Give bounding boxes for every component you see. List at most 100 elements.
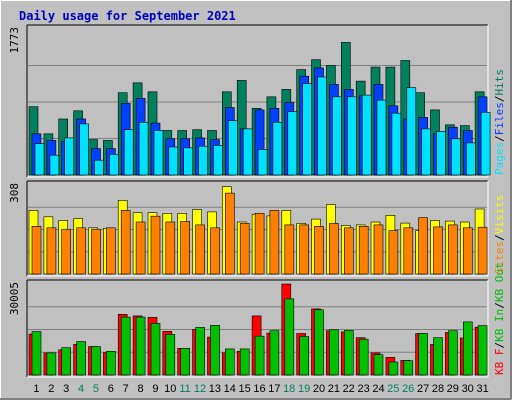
bar-sites-day-6	[106, 227, 116, 275]
day-label: 23	[357, 383, 369, 395]
bar-pages-day-11	[183, 147, 193, 176]
bar-kbin-day-29	[448, 330, 458, 376]
bar-sites-day-25	[388, 230, 399, 275]
legend-entry-kbin: KB In	[493, 309, 506, 342]
bar-sites-day-2	[46, 227, 57, 275]
bar-pages-day-30	[465, 142, 476, 176]
bar-kbin-day-3	[61, 347, 72, 376]
y-max-label: 1773	[8, 27, 21, 54]
bar-kbin-day-12	[195, 327, 205, 376]
bar-pages-day-31	[480, 112, 491, 176]
bar-pages-day-8	[138, 122, 149, 176]
bar-pages-day-1	[34, 143, 45, 176]
bar-pages-day-25	[391, 112, 402, 176]
bar-sites-day-19	[299, 224, 310, 275]
bar-kbin-day-31	[477, 325, 488, 376]
legend-entry-pages: Pages	[493, 142, 506, 175]
day-label: 26	[402, 383, 414, 395]
bar-pages-day-4	[79, 123, 89, 176]
bar-sites-day-20	[314, 226, 324, 275]
legend-entry-visits: Visits	[493, 195, 506, 235]
bar-kbin-day-27	[418, 333, 428, 376]
bar-kbin-day-13	[210, 324, 220, 376]
bar-sites-day-21	[329, 223, 339, 275]
legend-entry-sites: Sites	[493, 241, 506, 274]
bar-pages-day-29	[451, 138, 461, 176]
day-label: 16	[253, 383, 265, 395]
bar-sites-day-5	[91, 228, 101, 275]
bar-pages-day-20	[317, 76, 327, 176]
legend-entry-sep1: /	[493, 342, 506, 349]
day-label: 21	[328, 383, 340, 395]
legend-entry-hits: Hits	[493, 69, 506, 96]
bar-kbin-day-24	[373, 354, 384, 376]
bar-sites-day-1	[31, 226, 42, 275]
day-label: 7	[123, 383, 129, 395]
bar-kbin-day-11	[180, 347, 190, 376]
day-label: 14	[224, 383, 236, 395]
bar-sites-day-15	[239, 223, 250, 275]
day-label: 22	[343, 383, 355, 395]
panel-bottom: 30005 KB F/KB In/KB Out	[8, 262, 506, 378]
y-max-label: 308	[8, 183, 21, 203]
bar-sites-day-18	[284, 224, 295, 275]
bar-sites-day-30	[462, 227, 473, 275]
bar-pages-day-21	[332, 96, 342, 176]
bar-sites-day-27	[418, 217, 428, 275]
bar-pages-day-10	[168, 146, 179, 176]
bar-pages-day-16	[257, 149, 268, 176]
bar-pages-day-9	[153, 130, 164, 176]
bar-kbin-day-8	[135, 316, 146, 376]
y-max-label: 30005	[8, 282, 21, 315]
bar-kbin-day-20	[314, 309, 324, 376]
bar-kbin-day-7	[120, 316, 131, 376]
legend: Pages/Files/Hits	[493, 69, 506, 175]
bar-sites-day-23	[358, 226, 369, 275]
bar-kbin-day-26	[403, 360, 414, 376]
bar-pages-day-17	[272, 122, 283, 176]
legend-entry-sep2: /	[493, 96, 506, 103]
bar-kbin-day-4	[76, 341, 86, 376]
bar-kbin-day-6	[106, 350, 116, 376]
legend: KB F/KB In/KB Out	[493, 262, 506, 375]
bar-kbin-day-14	[225, 348, 235, 376]
legend: Sites/Visits	[493, 195, 506, 275]
day-label: 28	[432, 383, 444, 395]
bar-sites-day-12	[195, 224, 205, 275]
bar-sites-day-9	[150, 215, 161, 275]
bar-sites-day-17	[269, 210, 280, 275]
bar-pages-day-24	[376, 99, 387, 176]
bar-sites-day-16	[254, 213, 265, 275]
bar-pages-day-6	[109, 154, 119, 176]
day-label: 24	[372, 383, 384, 395]
day-label: 31	[476, 383, 488, 395]
bar-sites-day-11	[180, 221, 190, 275]
bar-sites-day-8	[135, 221, 146, 275]
day-label: 27	[417, 383, 429, 395]
day-label: 8	[137, 383, 143, 395]
day-labels: 1 2 3 4 5 6 7 8 9 10 11 12 13 14 15 16 17 18 19 20 21 22 23 24 2…	[33, 383, 488, 395]
panels: 1773Pages/Files/Hits308Sites/Visits30005…	[8, 24, 506, 378]
legend-entry-sep2: /	[493, 302, 506, 309]
bar-pages-day-19	[302, 83, 313, 176]
bar-pages-day-18	[287, 111, 298, 176]
bar-kbin-day-28	[433, 337, 443, 376]
day-label: 10	[164, 383, 176, 395]
day-label: 29	[447, 383, 459, 395]
day-label: 2	[48, 383, 54, 395]
day-label: 18	[283, 383, 295, 395]
legend-entry-kbout2: KB Out	[493, 262, 506, 302]
bar-sites-day-3	[61, 228, 72, 275]
bar-sites-day-22	[343, 227, 354, 275]
bar-kbin-day-2	[46, 352, 57, 376]
day-label: 19	[298, 383, 310, 395]
bar-pages-day-26	[406, 87, 417, 176]
day-label: 11	[179, 383, 190, 395]
bar-kbin-day-5	[91, 346, 101, 376]
day-label: 1	[33, 383, 39, 395]
bar-pages-day-23	[361, 94, 372, 176]
day-label: 3	[63, 383, 69, 395]
bar-pages-day-5	[94, 159, 104, 176]
day-label: 30	[462, 383, 474, 395]
